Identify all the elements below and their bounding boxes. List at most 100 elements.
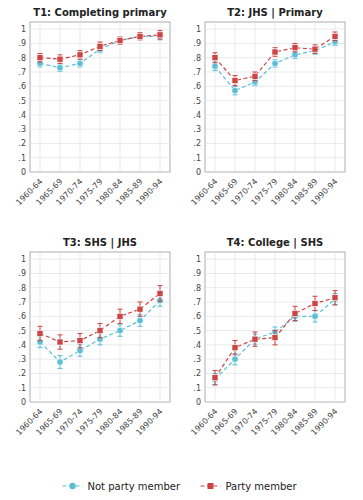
grid-line: [120, 252, 121, 402]
grid-line: [40, 22, 41, 172]
marker: [212, 55, 218, 61]
grid-line: [80, 22, 81, 172]
error-cap: [38, 340, 43, 341]
error-cap: [233, 94, 238, 95]
error-bar: [38, 326, 43, 340]
error-cap: [293, 320, 298, 321]
tick-label: .5: [193, 327, 201, 336]
error-cap: [118, 336, 123, 337]
grid-line: [295, 252, 296, 402]
error-cap: [98, 337, 103, 338]
tick-label: .2: [18, 369, 26, 378]
error-cap: [253, 346, 258, 347]
error-bar: [293, 43, 298, 52]
tick-label: .7: [193, 68, 201, 77]
grid-line: [255, 22, 256, 172]
data-area: [212, 32, 338, 95]
tick-label: .1: [18, 154, 26, 163]
error-bar: [138, 33, 143, 40]
marker: [292, 310, 298, 316]
title: T3: SHS | JHS: [63, 237, 137, 249]
tick-label: .8: [18, 54, 26, 63]
error-cap: [58, 63, 63, 64]
error-cap: [158, 306, 163, 307]
error-bar: [138, 33, 143, 39]
data-area: [37, 286, 163, 369]
grid-line: [205, 344, 345, 345]
error-cap: [138, 302, 143, 303]
figure: T1: Completing primary0.1.2.3.4.5.6.7.8.…: [0, 0, 363, 500]
marker: [232, 87, 238, 93]
error-cap: [58, 334, 63, 335]
grid-line: [140, 22, 141, 172]
error-bar: [138, 315, 143, 326]
error-bar: [313, 296, 318, 310]
error-cap: [253, 72, 258, 73]
error-cap: [78, 59, 83, 60]
panel: T4: College | SHS0.1.2.3.4.5.6.7.8.91196…: [189, 237, 345, 437]
grid-line: [40, 252, 41, 402]
tick-label: .1: [193, 384, 201, 393]
legend-label: Not party member: [88, 481, 181, 492]
tick-label: .3: [193, 125, 201, 134]
marker: [252, 336, 258, 342]
plot-frame: [30, 252, 170, 402]
tick-label: .3: [193, 355, 201, 364]
error-cap: [293, 43, 298, 44]
error-bar: [313, 311, 318, 322]
series-line: [40, 36, 160, 67]
error-bar: [118, 325, 123, 336]
marker: [212, 63, 218, 69]
tick-label: .9: [18, 269, 26, 278]
marker: [77, 60, 83, 66]
tick-label: .9: [18, 39, 26, 48]
error-cap: [333, 40, 338, 41]
grid-line: [80, 252, 81, 402]
grid-line: [30, 344, 170, 345]
tick-label: 0: [196, 168, 201, 177]
marker: [57, 359, 63, 365]
marker: [117, 313, 123, 319]
error-cap: [38, 62, 43, 63]
tick-label: 0: [196, 398, 201, 407]
marker: [252, 73, 258, 79]
error-cap: [253, 80, 258, 81]
tick-label: .2: [18, 139, 26, 148]
error-cap: [233, 354, 238, 355]
error-cap: [333, 304, 338, 305]
error-bar: [233, 76, 238, 86]
tick-label: 0: [21, 398, 26, 407]
marker: [272, 60, 278, 66]
error-cap: [98, 344, 103, 345]
error-cap: [78, 347, 83, 348]
marker: [57, 339, 63, 345]
error-cap: [58, 349, 63, 350]
tick-label: 0: [21, 168, 26, 177]
tick-label: .7: [193, 298, 201, 307]
marker: [117, 327, 123, 333]
marker: [57, 56, 63, 62]
marker: [312, 313, 318, 319]
error-cap: [58, 368, 63, 369]
title: T2: JHS | Primary: [227, 7, 323, 19]
error-bar: [58, 335, 63, 349]
error-cap: [58, 355, 63, 356]
error-cap: [58, 54, 63, 55]
panel: T3: SHS | JHS0.1.2.3.4.5.6.7.8.911960-64…: [14, 237, 170, 437]
error-bar: [213, 53, 218, 63]
tick-label: .1: [18, 384, 26, 393]
marker: [77, 338, 83, 344]
marker: [117, 37, 123, 43]
tick-label: .8: [18, 284, 26, 293]
error-cap: [273, 56, 278, 57]
title: T1: Completing primary: [33, 7, 167, 18]
tick-label: .5: [18, 97, 26, 106]
grid-line: [255, 252, 256, 402]
error-bar: [158, 286, 163, 302]
series-line: [215, 298, 335, 378]
error-cap: [313, 310, 318, 311]
marker: [312, 300, 318, 306]
marker: [332, 295, 338, 301]
series-line: [40, 293, 160, 342]
error-cap: [158, 301, 163, 302]
